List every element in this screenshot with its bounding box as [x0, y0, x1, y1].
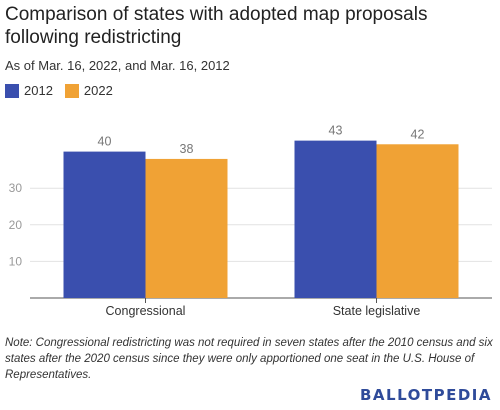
- legend-swatch-2012: [5, 83, 19, 98]
- legend-swatch-2022: [64, 83, 79, 98]
- chart-title: Comparison of states with adopted map pr…: [5, 4, 428, 48]
- legend-label-2022: 2022: [83, 83, 113, 98]
- chart-subtitle: As of Mar. 16, 2022, and Mar. 16, 2012: [5, 58, 230, 73]
- legend-label-2012: 2012: [24, 83, 53, 98]
- data-label-state-legislative-2012: 43: [329, 124, 343, 138]
- y-tick-label-10: 10: [9, 254, 23, 268]
- bar-congressional-2012: [63, 151, 146, 298]
- legend: 2012 2022: [5, 83, 125, 98]
- data-label-state-legislative-2022: 42: [411, 127, 425, 141]
- bar-state-legislative-2012: [294, 140, 377, 298]
- x-tick-label-congressional: Congressional: [106, 304, 186, 318]
- data-label-congressional-2022: 38: [180, 142, 194, 156]
- y-tick-label-30: 30: [9, 181, 23, 195]
- legend-item-2022: 2022: [64, 83, 113, 98]
- bar-congressional-2022: [145, 158, 228, 298]
- ballotpedia-logo: BALLOTPEDIA: [360, 386, 492, 404]
- bar-state-legislative-2022: [376, 144, 459, 298]
- legend-item-2012: 2012: [5, 83, 53, 98]
- x-tick-label-state-legislative: State legislative: [333, 304, 421, 318]
- footnote: Note: Congressional redistricting was no…: [5, 337, 493, 381]
- data-label-congressional-2012: 40: [98, 135, 112, 149]
- y-tick-label-20: 20: [9, 218, 23, 232]
